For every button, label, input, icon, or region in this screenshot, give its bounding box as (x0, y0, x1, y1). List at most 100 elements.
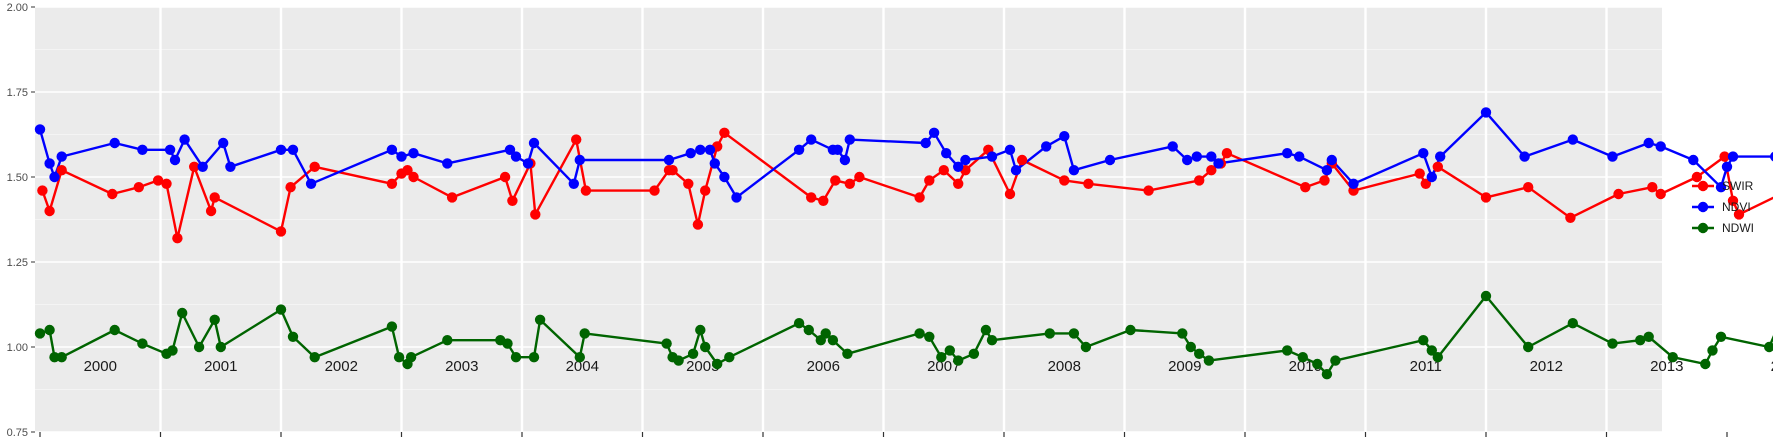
data-point-ndwi (842, 348, 853, 359)
data-point-ndwi (1715, 331, 1727, 342)
data-point-swir (1194, 175, 1205, 186)
data-point-swir (649, 185, 660, 196)
data-point-swir (446, 192, 458, 203)
data-point-swir (309, 161, 320, 172)
data-point-ndvi (793, 144, 805, 155)
data-point-swir (1206, 165, 1217, 176)
data-point-ndwi (405, 352, 417, 363)
data-point-ndwi (1297, 352, 1309, 363)
data-point-ndvi (568, 178, 579, 189)
data-point-ndvi (164, 144, 176, 155)
data-point-swir (205, 205, 217, 217)
grid-lines (35, 6, 1729, 433)
data-point-ndvi (1167, 141, 1178, 152)
data-point-swir (830, 175, 841, 186)
data-point-ndwi (1321, 369, 1333, 380)
data-point-swir (408, 171, 419, 183)
data-point-ndvi (137, 144, 148, 155)
data-point-ndvi (1519, 151, 1530, 162)
year-label: 2011 (1410, 358, 1442, 375)
data-point-swir (1004, 188, 1016, 200)
year-label: 2008 (1048, 358, 1081, 375)
data-point-ndvi (920, 137, 931, 149)
data-point-ndvi (528, 137, 540, 149)
data-point-ndwi (386, 321, 398, 332)
legend-label: NDVI (1722, 200, 1751, 214)
year-label: 2002 (325, 358, 358, 375)
data-point-ndwi (275, 304, 287, 315)
y-tick-label: 1.50 (7, 172, 28, 184)
data-point-ndwi (528, 352, 540, 363)
data-point-ndvi (731, 192, 742, 203)
data-point-ndwi (215, 341, 226, 353)
y-tick-label: 2.00 (7, 2, 28, 14)
year-label: 2013 (1650, 358, 1683, 375)
data-point-swir (1319, 175, 1330, 186)
data-point-ndvi (1715, 182, 1727, 193)
data-point-swir (507, 195, 518, 206)
data-point-swir (844, 178, 855, 189)
data-point-ndwi (724, 352, 735, 363)
data-point-ndvi (1348, 178, 1359, 189)
data-point-ndvi (695, 144, 706, 155)
data-point-ndwi (661, 338, 672, 349)
data-point-ndvi (1688, 154, 1699, 166)
data-point-swir (107, 188, 118, 200)
data-point-swir (1655, 188, 1666, 200)
data-point-ndvi (197, 161, 208, 172)
data-point-swir (1432, 161, 1444, 172)
data-point-swir (1719, 151, 1730, 162)
data-point-ndwi (44, 324, 55, 336)
data-point-ndvi (1326, 154, 1338, 166)
data-point-ndwi (914, 328, 925, 339)
data-point-swir (1480, 192, 1492, 203)
data-point-ndwi (924, 331, 935, 342)
data-point-swir (1414, 168, 1425, 179)
data-point-swir (719, 127, 730, 138)
data-point-swir (402, 165, 413, 176)
year-label: 2000 (84, 358, 117, 375)
year-label: 2001 (204, 358, 237, 375)
data-point-ndvi (510, 151, 522, 162)
data-point-ndwi (177, 307, 188, 319)
data-point-swir (683, 178, 694, 189)
data-point-ndwi (1418, 335, 1429, 346)
data-point-ndvi (574, 154, 585, 166)
data-point-ndvi (1010, 165, 1022, 176)
data-point-ndvi (1206, 151, 1217, 162)
data-point-ndwi (287, 331, 299, 342)
data-point-ndvi (1004, 144, 1016, 155)
data-point-ndwi (510, 352, 522, 363)
data-point-ndwi (49, 352, 60, 363)
data-point-ndwi (1567, 318, 1579, 329)
y-tick-label: 1.75 (7, 87, 28, 99)
data-point-ndvi (953, 161, 964, 172)
data-point-ndwi (1312, 358, 1323, 370)
data-point-swir (1565, 212, 1576, 223)
data-point-ndwi (209, 314, 220, 325)
data-point-swir (692, 219, 704, 230)
data-point-ndwi (827, 335, 839, 346)
data-point-ndvi (1059, 131, 1070, 142)
data-point-ndvi (1607, 151, 1618, 162)
data-point-ndwi (1185, 341, 1197, 353)
data-point-ndwi (820, 328, 831, 339)
data-point-ndvi (719, 171, 730, 183)
legend: SWIR NDVI NDWI (1692, 179, 1754, 235)
data-point-ndwi (953, 355, 964, 366)
data-point-swir (209, 192, 220, 203)
data-point-ndwi (1203, 355, 1215, 366)
data-point-ndvi (1643, 137, 1654, 149)
data-point-ndwi (1068, 328, 1080, 339)
legend-label: NDWI (1722, 221, 1754, 235)
data-point-ndwi (574, 352, 585, 363)
year-label: 2003 (445, 358, 478, 375)
data-point-swir (953, 178, 964, 189)
year-label: 2006 (807, 358, 840, 375)
data-point-ndvi (663, 154, 675, 166)
data-point-swir (818, 195, 829, 206)
data-point-swir (1691, 171, 1703, 183)
data-point-swir (1016, 154, 1028, 166)
data-point-ndvi (1655, 141, 1666, 152)
